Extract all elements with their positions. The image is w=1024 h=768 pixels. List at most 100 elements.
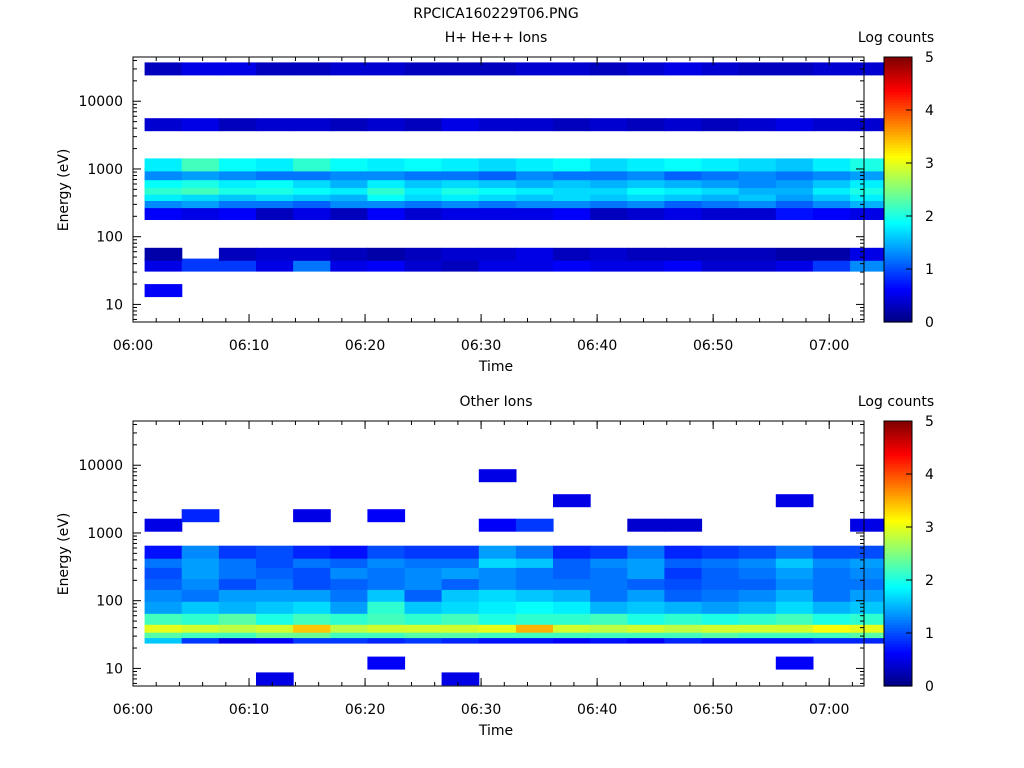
heatmap-cell [367,600,406,614]
heatmap-cell [367,158,406,172]
heatmap-cell [293,576,331,590]
y-tick-label: 1000 [87,526,123,542]
colorbar-swatch [884,319,912,323]
heatmap-cell [441,158,480,172]
heatmap-cell [293,600,331,614]
heatmap-cell [218,158,257,172]
heatmap-cell [850,207,888,220]
colorbar-tick-label: 1 [925,262,934,278]
colorbar-swatch [884,131,912,135]
heatmap-cell [701,62,740,76]
colorbar-swatch [884,434,912,438]
colorbar-swatch [884,503,912,507]
heatmap-cell [701,158,740,172]
colorbar-swatch [884,516,912,520]
heatmap-cell [515,258,554,272]
panel-h-he-ions: H+ He++ Ions Log counts Time Energy (eV)… [56,30,934,375]
heatmap-cell [293,62,331,76]
heatmap-cell [664,576,703,590]
colorbar-swatch [884,208,912,212]
heatmap-cell [738,611,777,625]
heatmap-cell [590,158,628,172]
heatmap-cell [330,576,368,590]
colorbar-tick-label: 4 [925,103,934,119]
heatmap-cell [775,494,814,508]
heatmap-cell [218,600,257,614]
colorbar-swatch [884,450,912,454]
heatmap-cell [330,62,368,76]
heatmap-cell [367,247,406,261]
colorbar-swatch [884,664,912,669]
colorbar-tick-label: 4 [925,467,934,483]
heatmap-cell [478,158,517,172]
colorbar-swatch [884,524,912,528]
colorbar-swatch [884,572,912,576]
heatmap-cell [330,566,368,580]
heatmap-cell [850,611,888,625]
heatmap-cell [775,207,814,220]
heatmap-cell [812,207,851,220]
colorbar-swatch [884,115,912,119]
colorbar-swatch [884,500,912,504]
heatmap-cell [256,207,294,220]
colorbar-swatch [884,62,912,66]
colorbar-swatch [884,107,912,111]
heatmap-cell [441,672,480,686]
heatmap-cell [850,518,888,532]
colorbar-swatch [884,178,912,183]
heatmap-cell [478,258,517,272]
heatmap-cell [701,258,740,272]
heatmap-cell [812,118,851,132]
colorbar-swatch [884,99,912,103]
heatmap-cell [330,588,368,602]
colorbar-swatch [884,247,912,252]
heatmap-cell [812,545,851,559]
heatmap-cell [701,207,740,220]
colorbar: 0 1 2 3 4 5 [883,50,934,331]
heatmap-cell [404,576,443,590]
colorbar-tick-label: 2 [925,209,934,225]
colorbar-swatch [884,622,912,626]
heatmap-cell [590,588,628,602]
colorbar-swatch [884,213,912,217]
colorbar-swatch [884,598,912,602]
x-tick-label: 06:00 [113,702,153,718]
colorbar-swatch [884,487,912,491]
colorbar-swatch [884,428,912,433]
colorbar-swatch [884,630,912,634]
heatmap-cell [404,611,443,625]
heatmap-cell [367,207,406,220]
colorbar-swatch [884,67,912,71]
colorbar-swatch [884,495,912,499]
heatmap-cell [850,118,888,132]
heatmap-cell [664,518,703,532]
colorbar-swatch [884,638,912,642]
heatmap-cell [812,600,851,614]
colorbar-swatch [884,569,912,573]
colorbar-swatch [884,521,912,525]
colorbar-swatch [884,160,912,164]
heatmap-cell [478,247,517,261]
heatmap-cell [515,566,554,580]
colorbar-swatch [884,123,912,127]
colorbar-swatch [884,136,912,140]
heatmap-cell [404,247,443,261]
heatmap-cell [812,611,851,625]
colorbar-swatch [884,654,912,658]
heatmap-cell [850,62,888,76]
colorbar-swatch [884,471,912,475]
heatmap-cell [812,566,851,580]
heatmap-cell [553,611,591,625]
heatmap-cell [441,258,480,272]
colorbar-label: Log counts [858,30,934,46]
heatmap-cell [404,588,443,602]
heatmap-cell [144,207,183,220]
colorbar-swatch [884,120,912,124]
heatmap-cell [478,576,517,590]
heatmap-cell [664,247,703,261]
heatmap-cell [515,247,554,261]
heatmap-cell [590,600,628,614]
heatmap-cell [812,158,851,172]
heatmap-cell [775,600,814,614]
heatmap-cell [515,611,554,625]
